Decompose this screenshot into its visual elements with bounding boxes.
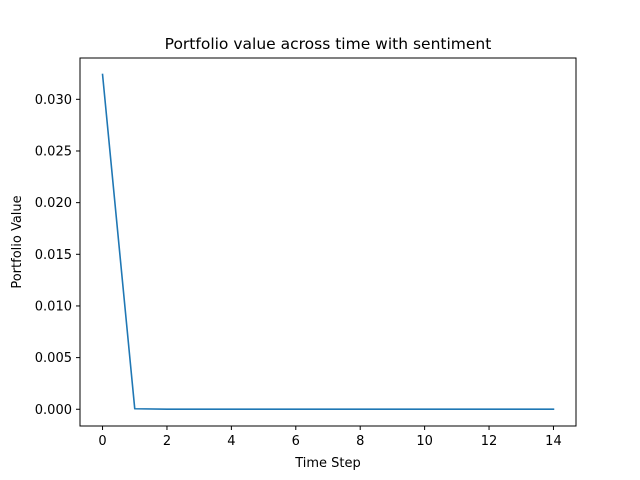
x-tick-label: 8 — [356, 434, 364, 449]
y-tick-label: 0.030 — [35, 93, 72, 108]
y-tick-label: 0.020 — [35, 196, 72, 211]
y-tick-label: 0.000 — [35, 403, 72, 418]
y-tick-label: 0.005 — [35, 351, 72, 366]
x-tick-label: 6 — [292, 434, 300, 449]
axes-frame — [79, 57, 577, 427]
y-tick-label: 0.025 — [35, 144, 72, 159]
series-line-0 — [101, 73, 555, 410]
chart-title: Portfolio value across time with sentime… — [165, 35, 492, 53]
x-tick-label: 14 — [545, 434, 562, 449]
y-tick-label: 0.010 — [35, 299, 72, 314]
x-tick-label: 12 — [481, 434, 498, 449]
x-tick-label: 4 — [227, 434, 235, 449]
x-axis-label: Time Step — [294, 456, 361, 471]
y-axis-label: Portfolio Value — [10, 195, 25, 288]
x-tick-label: 10 — [416, 434, 433, 449]
x-tick-label: 2 — [163, 434, 171, 449]
plot-area: 0 2 4 6 8 10 12 14 0.000 0.005 0.010 0.015 0.020 0.02… — [35, 57, 577, 449]
y-tick-label: 0.015 — [35, 248, 72, 263]
x-tick-label: 0 — [98, 434, 106, 449]
